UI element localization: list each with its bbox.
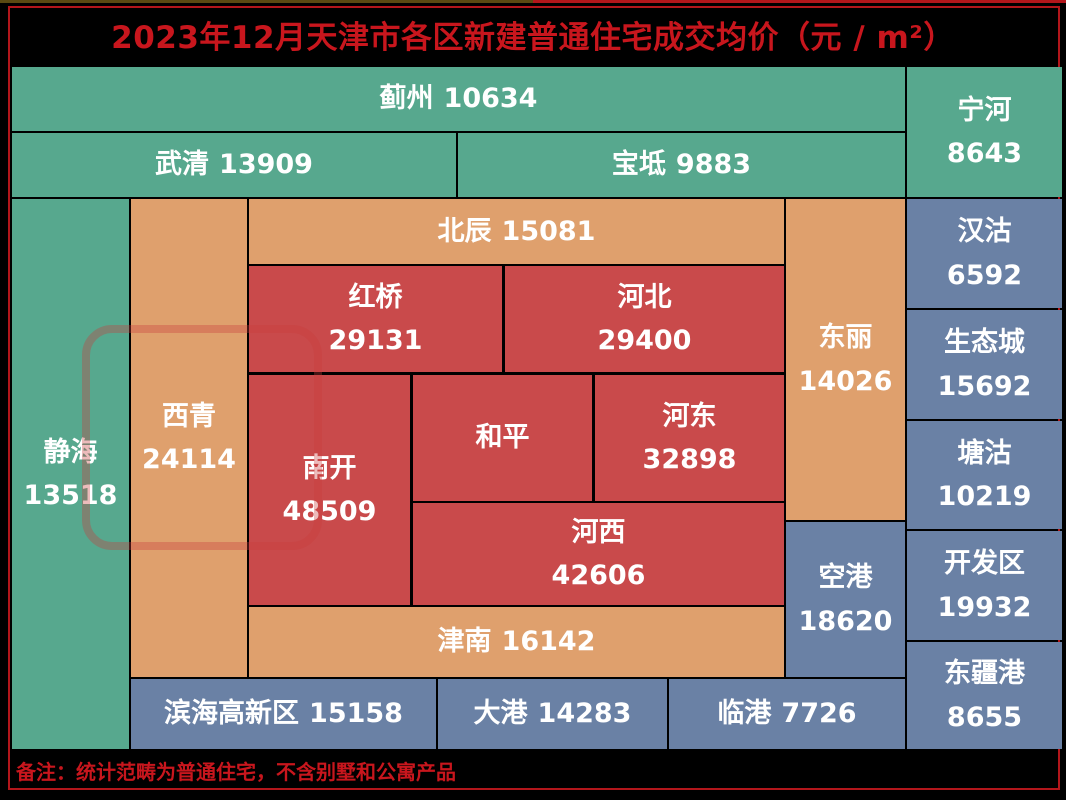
cell-name: 宝坻	[611, 149, 666, 181]
cell-name: 津南	[437, 626, 492, 658]
footnote: 备注：统计范畴为普通住宅，不含别墅和公寓产品	[16, 760, 456, 784]
treemap-cell-23: 大港 14283	[438, 679, 667, 749]
cell-value: 18620	[798, 605, 893, 637]
cell-value: 10634	[443, 83, 538, 115]
treemap-cell-24: 临港 7726	[669, 679, 905, 749]
cell-value: 16142	[501, 626, 596, 658]
top-bar	[0, 0, 1066, 3]
cell-value: 13518	[23, 480, 118, 511]
treemap-cell-19: 开发区 19932	[907, 531, 1062, 640]
cell-name: 东丽	[818, 322, 873, 354]
cell-name: 河东	[662, 400, 717, 432]
treemap-cell-17: 生态城 15692	[907, 310, 1062, 419]
cell-name: 静海	[43, 436, 98, 468]
treemap-cell-1: 蓟州 10634	[12, 67, 905, 131]
cell-name: 宁河	[957, 94, 1012, 126]
treemap-cell-10: 红桥 29131	[249, 266, 502, 372]
cell-name: 大港	[473, 698, 528, 730]
treemap-cell-5: 静海 13518	[12, 199, 129, 749]
cell-name: 蓟州	[379, 83, 434, 115]
treemap-cell-14: 河东 32898	[595, 375, 784, 501]
cell-value: 13909	[219, 149, 313, 181]
cell-name: 北辰	[437, 215, 492, 247]
cell-name: 空港	[818, 562, 873, 594]
cell-name: 生态城	[944, 327, 1025, 359]
cell-name: 南开	[302, 452, 357, 484]
cell-value: 9883	[675, 149, 752, 181]
cell-name: 红桥	[348, 281, 403, 313]
chart-title: 2023年12月天津市各区新建普通住宅成交均价（元 / m²）	[111, 20, 955, 56]
cell-name: 滨海高新区	[164, 698, 300, 730]
cell-name: 河西	[571, 516, 626, 548]
cell-value: 6592	[946, 259, 1023, 291]
cell-value: 29131	[328, 325, 423, 356]
treemap-cell-11: 河北 29400	[505, 266, 784, 372]
treemap-cell-8: 东丽 14026	[786, 199, 905, 520]
cell-value: 7726	[781, 698, 857, 730]
cell-value: 14026	[798, 365, 893, 397]
cell-value: 14283	[537, 698, 632, 730]
treemap-cell-18: 塘沽 10219	[907, 421, 1062, 529]
cell-value: 15158	[309, 698, 403, 730]
treemap-cell-12: 南开 48509	[249, 375, 410, 605]
cell-name: 和平	[475, 422, 530, 454]
cell-value: 8655	[946, 701, 1023, 733]
cell-name: 开发区	[944, 548, 1025, 580]
treemap-cell-3: 武清 13909	[12, 133, 456, 197]
treemap-cell-16: 汉沽 6592	[907, 199, 1062, 308]
cell-value: 42606	[551, 560, 646, 591]
cell-value: 10219	[937, 481, 1032, 512]
cell-value: 15081	[501, 215, 596, 247]
cell-value: 19932	[937, 591, 1032, 623]
treemap-cell-13: 和平	[413, 375, 592, 501]
watermark-logo	[82, 325, 322, 550]
cell-name: 西青	[162, 400, 216, 432]
cell-value: 8643	[946, 138, 1023, 169]
treemap-cell-6: 西青 24114	[131, 199, 247, 677]
treemap-cell-21: 空港 18620	[786, 522, 905, 677]
cell-value: 15692	[937, 370, 1032, 402]
cell-value: 32898	[642, 444, 737, 475]
treemap-cell-22: 滨海高新区 15158	[131, 679, 436, 749]
treemap-cell-7: 北辰 15081	[249, 199, 784, 264]
cell-name: 河北	[617, 281, 672, 313]
treemap-cell-20: 东疆港 8655	[907, 642, 1062, 749]
treemap-cell-2: 宁河 8643	[907, 67, 1062, 197]
treemap-cell-4: 宝坻 9883	[458, 133, 905, 197]
treemap-cell-15: 河西 42606	[413, 503, 784, 605]
cell-value: 24114	[142, 444, 236, 475]
cell-name: 临港	[717, 698, 772, 730]
cell-name: 武清	[155, 149, 210, 181]
cell-value: 29400	[597, 325, 692, 356]
cell-name: 东疆港	[944, 658, 1025, 690]
cell-name: 塘沽	[957, 437, 1012, 469]
cell-name: 汉沽	[957, 216, 1012, 248]
treemap-cell-9: 津南 16142	[249, 607, 784, 677]
